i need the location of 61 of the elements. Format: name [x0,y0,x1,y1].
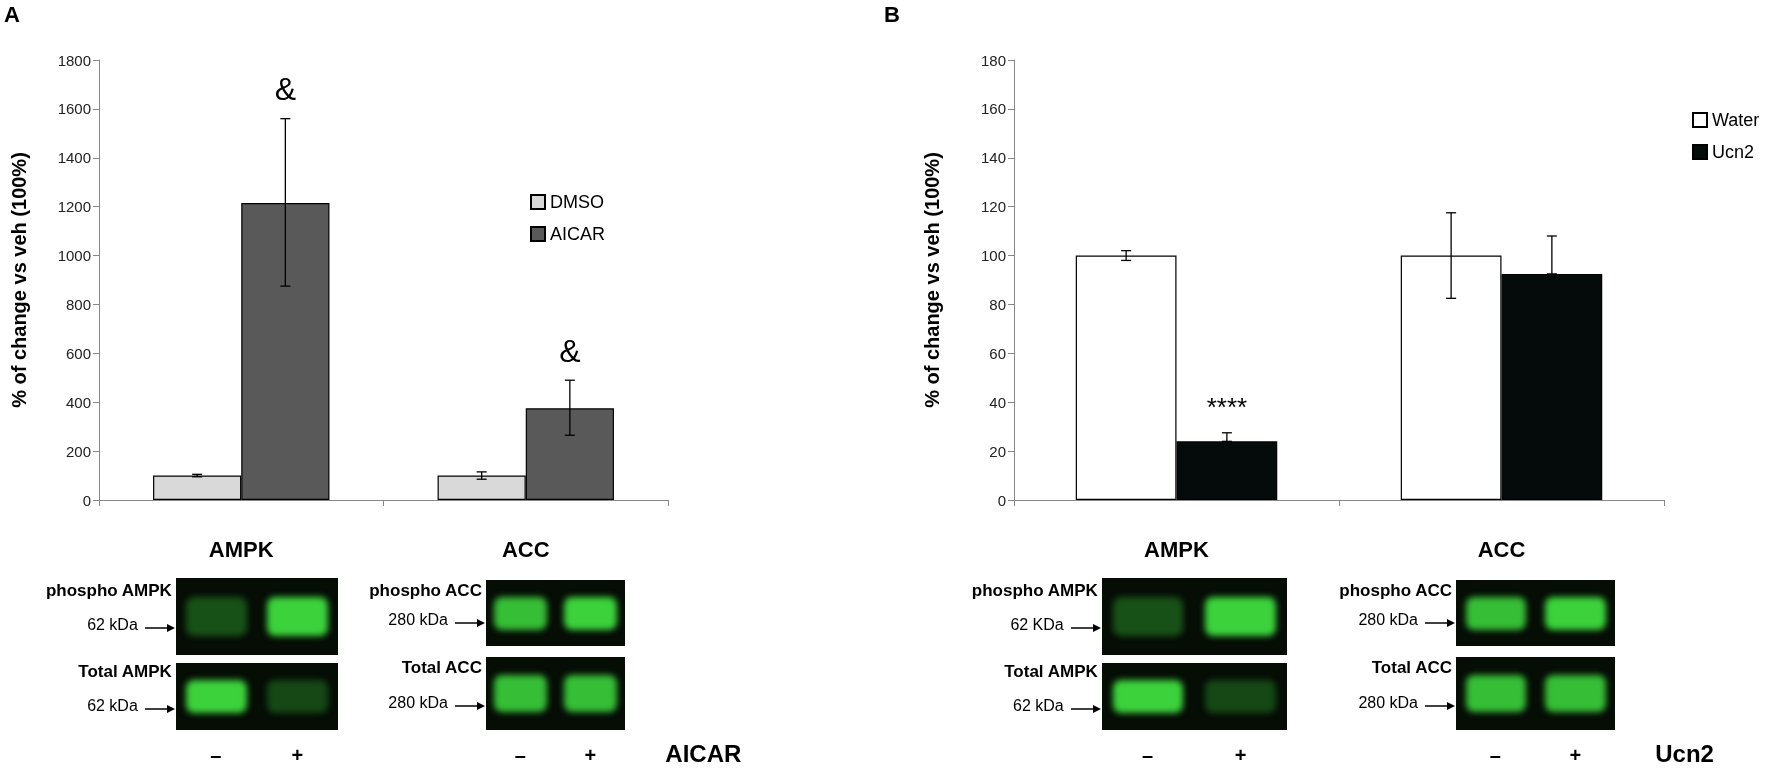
y-tick-label: 180 [980,51,1006,69]
text: + [291,744,304,767]
text: + [1569,744,1582,767]
text: + [584,744,597,767]
legend-label: DMSO [550,192,604,212]
legend-label: Ucn2 [1712,142,1755,162]
text: phospho AMPK [45,581,172,602]
text: Total AMPK [78,662,172,683]
y-tick-label: 1800 [57,51,91,69]
y-tick-label: 140 [980,149,1006,167]
text: 62 kDa [87,615,138,634]
y-tick-label: 120 [980,198,1006,216]
text: 280 kDa [1358,694,1418,713]
text: – [210,744,222,767]
y-tick-label: 200 [65,442,91,460]
annotation: & [559,333,581,370]
text: 280 kDa [1358,610,1418,629]
y-tick-label: 80 [989,295,1006,313]
y-axis-title: % of change vs veh (100%) [8,152,30,408]
text: AICAR [665,740,742,768]
y-tick-label: 20 [989,442,1006,460]
text: B [884,2,900,28]
text: A [4,2,20,28]
y-tick-label: 160 [980,100,1006,118]
text: Total ACC [1371,657,1452,678]
y-tick-label: 60 [989,344,1006,362]
legend-label: Water [1712,110,1760,130]
text: – [1489,744,1501,767]
text: – [1142,744,1154,767]
y-tick-label: 1000 [57,247,91,265]
text: 62 kDa [1013,696,1064,715]
text: 62 KDa [1010,615,1064,634]
y-axis-title: % of change vs veh (100%) [921,152,943,408]
y-tick-label: 800 [65,295,91,313]
text: 280 kDa [388,694,448,713]
y-tick-label: 600 [65,344,91,362]
text: 62 kDa [87,696,138,715]
legend-label: AICAR [550,224,606,244]
y-tick-label: 400 [65,393,91,411]
x-tick-label: ACC [1477,536,1526,562]
y-tick-label: 1400 [57,149,91,167]
text: phospho ACC [369,581,482,602]
x-tick-label: ACC [501,536,550,562]
annotation: & [274,71,297,108]
x-tick-label: AMPK [208,536,274,562]
text: phospho AMPK [971,581,1098,602]
text: – [514,744,526,767]
text: phospho ACC [1339,581,1452,602]
text: + [1234,744,1247,767]
y-tick-label: 1600 [57,100,91,118]
text: 280 kDa [388,610,448,629]
y-tick-label: 100 [980,247,1006,265]
y-tick-label: 0 [82,491,91,509]
y-tick-label: 0 [997,491,1006,509]
annotation: **** [1206,391,1248,422]
text: Total AMPK [1004,662,1098,683]
y-tick-label: 40 [989,393,1006,411]
text: Ucn2 [1655,740,1714,768]
y-tick-label: 1200 [57,198,91,216]
text: Total ACC [401,657,482,678]
x-tick-label: AMPK [1144,536,1209,562]
